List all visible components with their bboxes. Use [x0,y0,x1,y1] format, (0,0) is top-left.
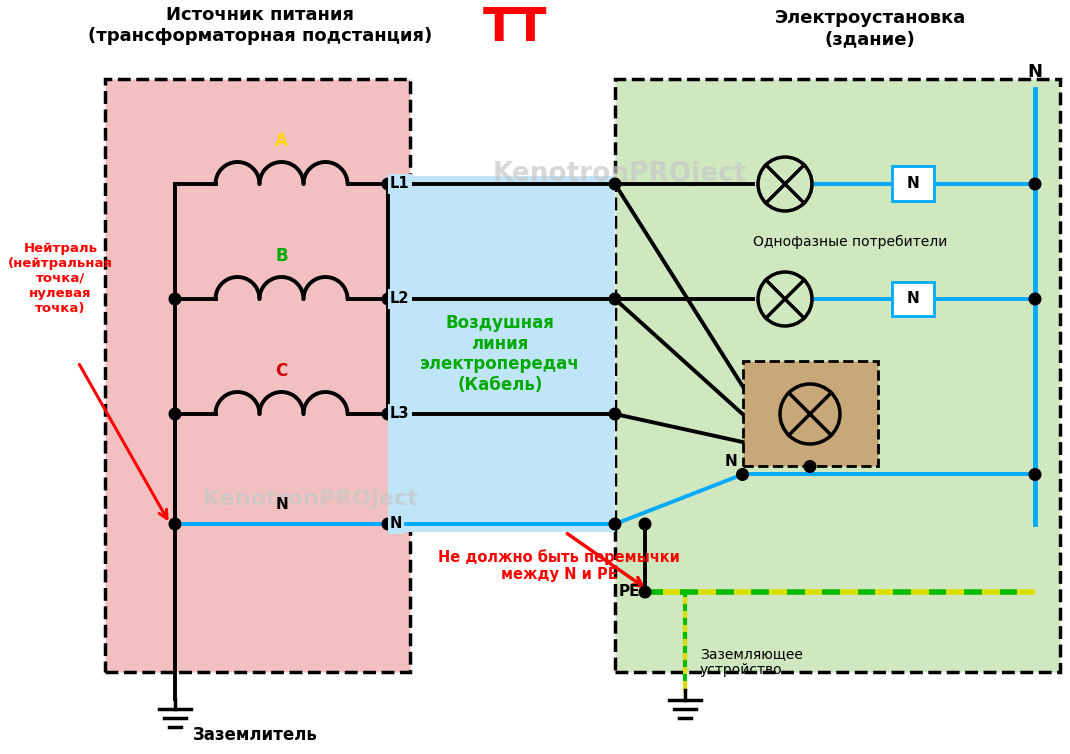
Text: A: A [275,132,288,150]
Text: N: N [724,455,737,470]
Circle shape [609,408,621,420]
Circle shape [609,518,621,530]
Circle shape [169,408,181,420]
Text: Электроустановка
(здание): Электроустановка (здание) [775,9,965,48]
Text: Однофазные потребители: Однофазные потребители [753,234,947,249]
Circle shape [737,469,748,480]
Text: N: N [275,497,288,512]
Circle shape [1029,469,1041,480]
Text: N: N [1027,63,1042,81]
Bar [105,79,410,672]
Circle shape [169,293,181,305]
Text: KenotronPROject: KenotronPROject [493,161,747,187]
Circle shape [609,178,621,190]
Text: PE: PE [618,584,640,599]
Circle shape [1029,293,1041,305]
Circle shape [609,293,621,305]
Circle shape [382,518,394,530]
Text: L3: L3 [389,406,410,421]
Text: KenotronPROject: KenotronPROject [202,489,417,509]
Text: N: N [906,292,919,306]
Text: C: C [275,362,288,380]
Text: L1: L1 [389,176,410,192]
Text: Нейтраль
(нейтральная
точка/
нулевая
точка): Нейтраль (нейтральная точка/ нулевая точ… [7,242,113,315]
Bar [615,79,1060,672]
Circle shape [805,461,815,472]
Text: Не должно быть перемычки
между N и PE: Не должно быть перемычки между N и PE [438,549,679,582]
Circle shape [382,178,394,190]
Text: Заземляющее
устройство: Заземляющее устройство [700,647,802,677]
Polygon shape [388,176,615,532]
Text: Источник питания
(трансформаторная подстанция): Источник питания (трансформаторная подст… [88,6,432,44]
Circle shape [639,518,651,530]
Text: Воздушная
линия
электропередач
(Кабель): Воздушная линия электропередач (Кабель) [421,314,580,394]
Bar [892,281,934,317]
Bar [892,167,934,201]
Bar [743,361,877,467]
Text: L2: L2 [389,292,410,306]
Circle shape [382,408,394,420]
Circle shape [639,586,651,598]
Circle shape [169,518,181,530]
Circle shape [382,293,394,305]
Text: N: N [389,516,402,532]
Text: N: N [906,176,919,192]
Circle shape [1029,178,1041,190]
Text: ТТ: ТТ [483,6,547,51]
Text: Заземлитель: Заземлитель [193,726,318,744]
Text: B: B [275,247,288,265]
